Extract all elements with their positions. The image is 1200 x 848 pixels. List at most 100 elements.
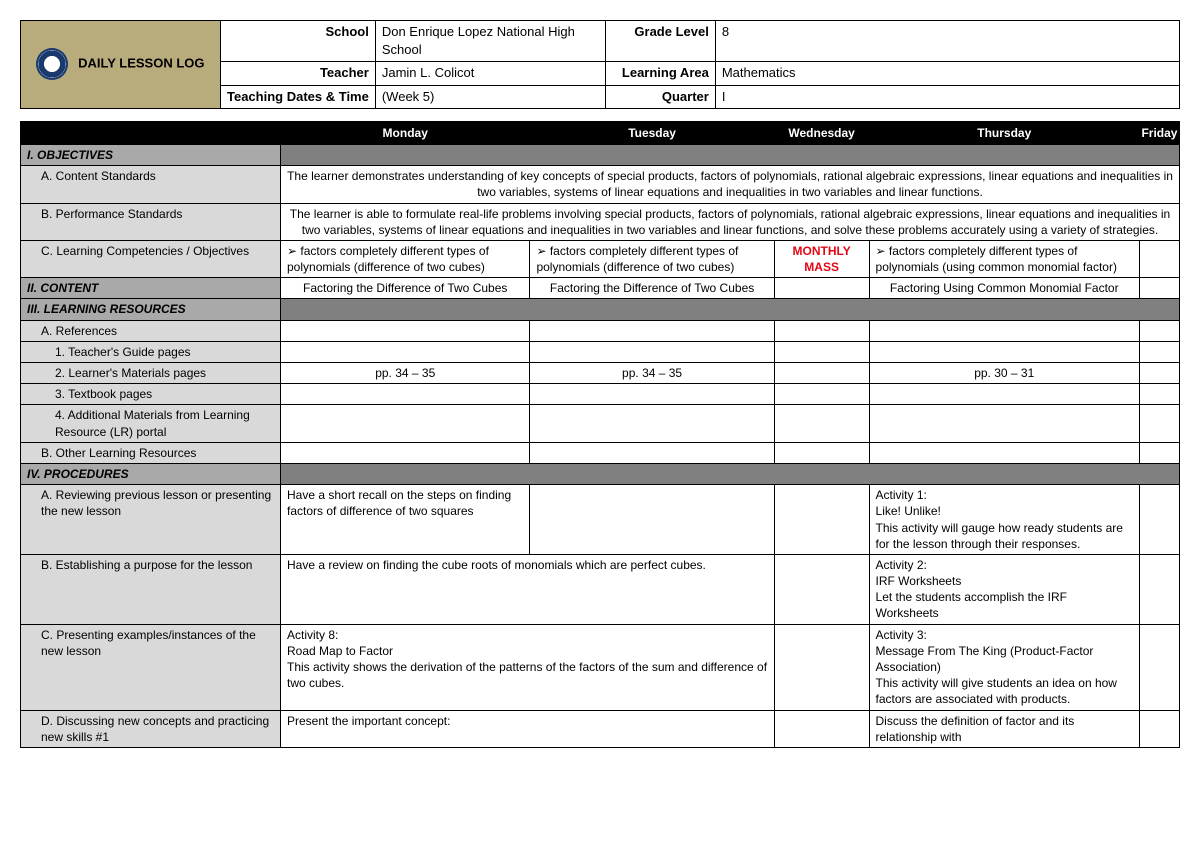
lc-tue: factors completely different types of po… [530,240,774,277]
day-monday: Monday [281,121,530,144]
lr-mon [281,405,530,442]
ref-mon [281,320,530,341]
lm-thu: pp. 30 – 31 [869,363,1139,384]
pd-fri [1139,710,1179,747]
content-wed [774,278,869,299]
pa-thu: Activity 1: Like! Unlike! This activity … [869,485,1139,555]
pd-thu: Discuss the definition of factor and its… [869,710,1139,747]
row-lm-pages: 2. Learner's Materials pages pp. 34 – 35… [21,363,1180,384]
lm-mon: pp. 34 – 35 [281,363,530,384]
or-thu [869,442,1139,463]
row-learning-competencies: C. Learning Competencies / Objectives fa… [21,240,1180,277]
lr-wed [774,405,869,442]
row-proc-b: B. Establishing a purpose for the lesson… [21,554,1180,624]
section-procedures-span [281,463,1180,484]
day-tuesday: Tuesday [530,121,774,144]
or-wed [774,442,869,463]
label-grade: Grade Level [605,21,715,62]
tg-mon [281,341,530,362]
row-textbook-pages: 3. Textbook pages [21,384,1180,405]
ref-wed [774,320,869,341]
tb-fri [1139,384,1179,405]
lc-wed: MONTHLY MASS [774,240,869,277]
pa-fri [1139,485,1179,555]
days-header-row: Monday Tuesday Wednesday Thursday Friday [21,121,1180,144]
ref-fri [1139,320,1179,341]
label-proc-c: C. Presenting examples/instances of the … [21,624,281,710]
label-teacher: Teacher [221,62,376,85]
or-tue [530,442,774,463]
section-objectives-span [281,144,1180,165]
lm-fri [1139,363,1179,384]
text-content-standards: The learner demonstrates understanding o… [281,166,1180,203]
blank-header [21,121,281,144]
label-dates: Teaching Dates & Time [221,85,376,108]
label-school: School [221,21,376,62]
content-thu: Factoring Using Common Monomial Factor [869,278,1139,299]
pc-thu: Activity 3: Message From The King (Produ… [869,624,1139,710]
pd-wed [774,710,869,747]
or-mon [281,442,530,463]
deped-logo-icon [36,48,68,80]
pb-mon: Have a review on finding the cube roots … [281,554,775,624]
row-other-resources: B. Other Learning Resources [21,442,1180,463]
label-proc-b: B. Establishing a purpose for the lesson [21,554,281,624]
tb-thu [869,384,1139,405]
tg-fri [1139,341,1179,362]
row-proc-c: C. Presenting examples/instances of the … [21,624,1180,710]
tg-wed [774,341,869,362]
row-references: A. References [21,320,1180,341]
lr-tue [530,405,774,442]
tg-thu [869,341,1139,362]
value-quarter: I [715,85,1179,108]
value-area: Mathematics [715,62,1179,85]
lc-thu-text: factors completely different types of po… [876,244,1117,274]
lm-tue: pp. 34 – 35 [530,363,774,384]
label-textbook: 3. Textbook pages [21,384,281,405]
label-tg-pages: 1. Teacher's Guide pages [21,341,281,362]
lr-thu [869,405,1139,442]
label-lm-pages: 2. Learner's Materials pages [21,363,281,384]
value-school: Don Enrique Lopez National High School [375,21,605,62]
pc-mon: Activity 8: Road Map to Factor This acti… [281,624,775,710]
label-content-standards: A. Content Standards [21,166,281,203]
lc-mon: factors completely different types of po… [281,240,530,277]
value-teacher: Jamin L. Colicot [375,62,605,85]
label-learning-competencies: C. Learning Competencies / Objectives [21,240,281,277]
content-tue: Factoring the Difference of Two Cubes [530,278,774,299]
or-fri [1139,442,1179,463]
pc-wed [774,624,869,710]
header-table: DAILY LESSON LOG School Don Enrique Lope… [20,20,1180,109]
value-grade: 8 [715,21,1179,62]
lc-mon-text: factors completely different types of po… [287,244,489,274]
day-wednesday: Wednesday [774,121,869,144]
pa-wed [774,485,869,555]
tb-tue [530,384,774,405]
section-objectives-label: I. OBJECTIVES [21,144,281,165]
tg-tue [530,341,774,362]
pd-mon: Present the important concept: [281,710,775,747]
section-procedures-label: IV. PROCEDURES [21,463,281,484]
lc-fri [1139,240,1179,277]
section-content: II. CONTENT Factoring the Difference of … [21,278,1180,299]
lr-fri [1139,405,1179,442]
pb-thu: Activity 2: IRF Worksheets Let the stude… [869,554,1139,624]
row-tg-pages: 1. Teacher's Guide pages [21,341,1180,362]
label-performance-standards: B. Performance Standards [21,203,281,240]
tb-mon [281,384,530,405]
label-area: Learning Area [605,62,715,85]
pc-fri [1139,624,1179,710]
row-proc-d: D. Discussing new concepts and practicin… [21,710,1180,747]
label-references: A. References [21,320,281,341]
section-procedures: IV. PROCEDURES [21,463,1180,484]
row-lr-portal: 4. Additional Materials from Learning Re… [21,405,1180,442]
section-resources-label: III. LEARNING RESOURCES [21,299,281,320]
lc-thu: factors completely different types of po… [869,240,1139,277]
row-content-standards: A. Content Standards The learner demonst… [21,166,1180,203]
content-mon: Factoring the Difference of Two Cubes [281,278,530,299]
section-resources: III. LEARNING RESOURCES [21,299,1180,320]
label-proc-d: D. Discussing new concepts and practicin… [21,710,281,747]
label-quarter: Quarter [605,85,715,108]
pb-fri [1139,554,1179,624]
pa-tue [530,485,774,555]
